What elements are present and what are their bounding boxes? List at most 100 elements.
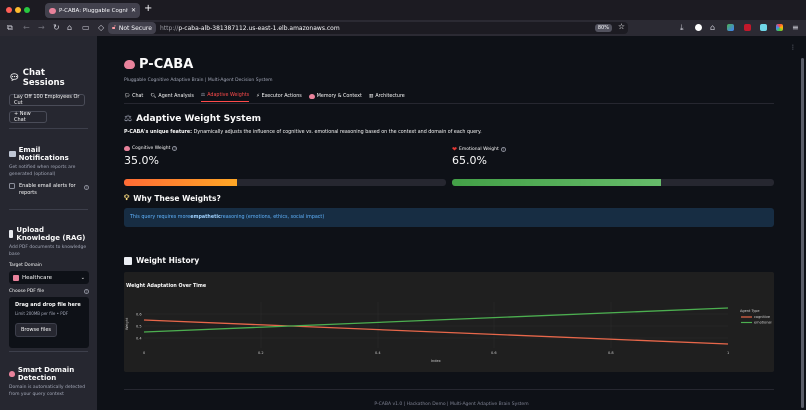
cognitive-label-text: Cognitive Weight — [132, 146, 171, 151]
upload-description: Add PDF documents to knowledge base — [9, 245, 87, 257]
account-icon[interactable] — [695, 24, 702, 31]
help-icon[interactable]: ? — [84, 289, 89, 294]
hospital-icon — [13, 274, 19, 281]
lightbulb-icon: 💡︎ — [124, 193, 130, 202]
shield-icon[interactable]: ◇ — [98, 23, 105, 32]
document-icon — [9, 230, 14, 238]
desc-rest: Dynamically adjusts the influence of cog… — [192, 130, 482, 135]
tab-chat[interactable]: 💬︎ Chat — [124, 93, 143, 102]
url-bar[interactable]: 🔓︎ Not Secure http://p-caba-alb-38138711… — [108, 22, 628, 34]
close-window-button[interactable] — [6, 7, 12, 13]
browser-tab[interactable]: P-CABA: Pluggable Cognitive A ✕ — [45, 3, 140, 18]
tab-adaptive-weights[interactable]: ⚖︎ Adaptive Weights — [200, 93, 250, 102]
legend-cognitive: cognitive — [754, 315, 770, 319]
brain-icon — [124, 60, 135, 69]
forward-button[interactable]: → — [38, 23, 45, 32]
x-tick: 0.2 — [258, 351, 264, 355]
help-icon[interactable]: ? — [500, 147, 506, 152]
minimize-window-button[interactable] — [15, 7, 21, 13]
brain-icon — [49, 7, 56, 14]
help-icon[interactable]: ? — [172, 146, 178, 151]
weight-history-chart[interactable]: Weight Adaptation Over Time 0.6 0.5 0.4 … — [124, 272, 774, 372]
downloads-icon[interactable]: ⤓ — [680, 23, 684, 32]
chart-icon — [124, 256, 132, 265]
email-alerts-checkbox[interactable] — [9, 183, 15, 189]
chat-sessions-heading: 💬︎ Chat Sessions — [9, 68, 89, 88]
new-tab-button[interactable]: + — [144, 3, 153, 14]
tab-memory-context[interactable]: Memory & Context — [308, 93, 362, 102]
security-indicator[interactable]: 🔓︎ Not Secure — [108, 22, 156, 34]
footer-divider — [124, 389, 774, 390]
browse-files-button[interactable]: Browse files — [15, 323, 58, 337]
emotional-weight-label: ❤ Emotional Weight ? — [452, 146, 506, 153]
why-heading-text: Why These Weights? — [133, 193, 221, 203]
url-text[interactable]: http://p-caba-alb-381387112.us-east-1.el… — [160, 25, 340, 32]
tab-label: Executor Actions — [261, 93, 302, 99]
cognitive-progress-bar — [124, 179, 446, 186]
url-host: p-caba-alb-381387112.us-east-1.elb.amazo… — [178, 24, 340, 32]
desc-bold: P-CABA's unique feature: — [124, 130, 193, 135]
home-button[interactable]: ⌂ — [67, 23, 73, 32]
sidebar-divider — [9, 209, 88, 210]
domain-detection-title: Smart Domain Detection — [17, 366, 75, 382]
page-subtitle: Pluggable Cognitive Adaptive Brain | Mul… — [124, 78, 273, 83]
brain-icon — [308, 93, 315, 99]
tab-agent-analysis[interactable]: 🔍︎ Agent Analysis — [150, 93, 194, 102]
magnifier-icon: 🔍︎ — [150, 93, 157, 99]
email-alerts-row: Enable email alerts for reports ? — [9, 183, 89, 197]
building-icon: ▥ — [368, 93, 374, 99]
chat-sessions-title: Chat Sessions — [22, 68, 65, 88]
tab-underline — [124, 103, 774, 104]
extension-1-icon[interactable] — [727, 24, 734, 31]
tab-architecture[interactable]: ▥ Architecture — [369, 93, 405, 102]
speech-bubble-icon: 💬︎ — [124, 93, 131, 99]
y-tick: 0.5 — [136, 325, 142, 329]
info-post: reasoning (emotions, ethics, social impa… — [220, 215, 325, 220]
emotional-label-text: Emotional Weight — [459, 147, 499, 152]
tab-title: P-CABA: Pluggable Cognitive A — [59, 7, 128, 14]
emotional-progress-bar — [452, 179, 774, 186]
file-limit-text: Limit 200MB per file • PDF — [15, 311, 68, 316]
target-domain-select[interactable]: Healthcare ⌄ — [9, 271, 89, 284]
x-tick: 0.6 — [491, 351, 497, 355]
maximize-window-button[interactable] — [24, 7, 30, 13]
new-chat-button[interactable]: + New Chat — [9, 111, 47, 123]
help-icon[interactable]: ? — [84, 185, 89, 190]
y-axis-label: Weight — [125, 317, 129, 330]
speech-bubble-icon: 💬︎ — [9, 73, 20, 83]
cognitive-series-line — [143, 319, 729, 345]
app-menu-icon[interactable]: ≡ — [792, 23, 799, 32]
tab-label: Adaptive Weights — [207, 93, 250, 98]
back-button[interactable]: ← — [23, 23, 30, 32]
extension-2-icon[interactable] — [744, 24, 751, 31]
weights-heading: ⚖︎ Adaptive Weight System — [124, 114, 261, 124]
sidebar-toggle-icon[interactable]: ⧉ — [7, 23, 13, 32]
bookmark-star-icon[interactable]: ☆ — [617, 22, 625, 31]
close-tab-icon[interactable]: ✕ — [130, 7, 136, 14]
zoom-level[interactable]: 80% — [594, 24, 612, 32]
extension-4-icon[interactable] — [776, 24, 783, 31]
main-menu-icon[interactable]: ⋮ — [790, 44, 796, 51]
folder-icon[interactable]: ▭ — [82, 23, 90, 32]
extension-3-icon[interactable] — [760, 24, 767, 31]
file-dropzone[interactable]: Drag and drop file here Limit 200MB per … — [9, 297, 89, 348]
chat-session-button[interactable]: Lay Off 100 Employees Or Cut — [9, 94, 85, 106]
email-alerts-label[interactable]: Enable email alerts for reports — [19, 183, 76, 196]
email-section: Email Notifications Get notified when re… — [9, 146, 89, 197]
chart-plot: 0.6 0.5 0.4 0 0.2 0.4 0.6 0.8 1 Index We… — [125, 302, 772, 363]
main-content: ⋮ P-CABA Pluggable Cognitive Adaptive Br… — [97, 36, 806, 410]
reload-button[interactable]: ↻ — [53, 23, 60, 32]
legend-title: Agent Type — [740, 309, 760, 313]
browser-tab-bar: P-CABA: Pluggable Cognitive A ✕ + — [0, 0, 806, 20]
x-tick: 1 — [727, 351, 729, 355]
extensions-icon[interactable]: ⌂ — [710, 23, 716, 32]
scrollbar[interactable] — [801, 58, 804, 408]
scale-icon: ⚖︎ — [200, 93, 206, 98]
upload-heading: Upload Knowledge (RAG) — [9, 226, 89, 242]
drop-text: Drag and drop file here — [15, 302, 81, 308]
target-domain-label: Target Domain — [9, 263, 42, 268]
tab-executor-actions[interactable]: ⚡︎ Executor Actions — [256, 93, 302, 102]
pdf-file-row: Choose PDF file ? — [9, 289, 89, 294]
y-tick: 0.4 — [136, 337, 142, 341]
tab-label: Memory & Context — [316, 93, 362, 99]
